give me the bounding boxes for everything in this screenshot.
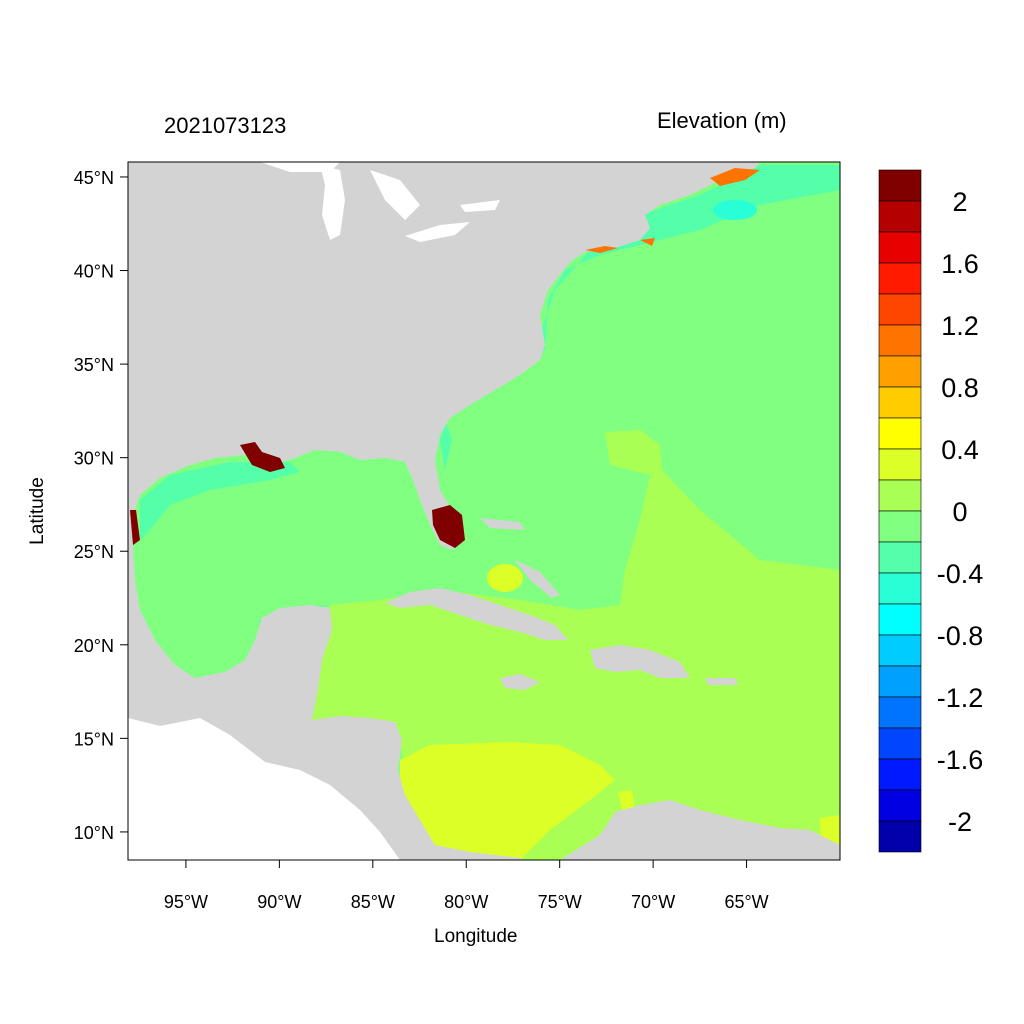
colorbar-label: -1.6 bbox=[937, 745, 984, 775]
colorbar-swatch bbox=[878, 572, 922, 605]
colorbar-swatch bbox=[878, 665, 922, 698]
colorbar-swatch bbox=[878, 603, 922, 636]
colorbar-swatch bbox=[878, 169, 922, 202]
bahamas-anomaly bbox=[487, 564, 523, 592]
colorbar-swatch bbox=[878, 510, 922, 543]
lon-tick-label: 90°W bbox=[257, 892, 301, 912]
variable-title: Elevation (m) bbox=[657, 108, 787, 133]
colorbar-label: 0.8 bbox=[941, 373, 979, 403]
x-axis-label: Longitude bbox=[434, 926, 518, 947]
lon-tick-label: 85°W bbox=[351, 892, 395, 912]
colorbar-swatch bbox=[878, 696, 922, 729]
colorbar-label: 1.6 bbox=[941, 249, 979, 279]
louisiana-high-water bbox=[240, 442, 285, 472]
lat-tick-label: 35°N bbox=[74, 355, 114, 375]
land-hispaniola bbox=[590, 645, 690, 678]
lon-tick-label: 75°W bbox=[538, 892, 582, 912]
lat-tick-label: 15°N bbox=[74, 729, 114, 749]
high-anomaly-field bbox=[400, 742, 840, 860]
pacific-nodata bbox=[128, 718, 400, 860]
colorbar-label: 0.4 bbox=[941, 435, 979, 465]
land-jamaica bbox=[500, 674, 540, 690]
timestamp-title: 2021073123 bbox=[164, 113, 287, 138]
land-cuba bbox=[385, 588, 568, 640]
colorbar-swatch bbox=[878, 820, 922, 853]
lon-tick-label: 70°W bbox=[631, 892, 675, 912]
lat-tick-label: 40°N bbox=[74, 262, 114, 282]
colorbar-label: 0 bbox=[952, 497, 967, 527]
colorbar-swatch bbox=[878, 448, 922, 481]
colorbar: 2 1.6 1.2 0.8 0.4 0 -0.4 -0.8 -1.2 -1.6 -2 bbox=[878, 169, 984, 853]
long-island-high-water bbox=[585, 238, 655, 253]
colorbar-label: -0.8 bbox=[937, 621, 984, 651]
lon-tick-label: 65°W bbox=[724, 892, 768, 912]
nova-scotia-high-water bbox=[710, 168, 760, 186]
texas-high-water bbox=[130, 510, 140, 545]
colorbar-swatch bbox=[878, 324, 922, 357]
colorbar-swatch bbox=[878, 479, 922, 512]
colorbar-swatch bbox=[878, 231, 922, 264]
colorbar-swatch bbox=[878, 262, 922, 295]
lon-tick-label: 95°W bbox=[164, 892, 208, 912]
land-south-america bbox=[560, 800, 840, 860]
lat-tick-label: 10°N bbox=[74, 823, 114, 843]
land-bahamas bbox=[480, 518, 560, 598]
great-lakes bbox=[260, 162, 500, 242]
map-area bbox=[128, 162, 840, 860]
land-puerto-rico bbox=[705, 678, 738, 685]
axis-ticks: 95°W 90°W 85°W 80°W 75°W 70°W 65°W 45°N 40°N 35°N… bbox=[74, 168, 769, 912]
lat-tick-label: 30°N bbox=[74, 449, 114, 469]
lat-tick-label: 20°N bbox=[74, 636, 114, 656]
colorbar-label: -2 bbox=[948, 807, 972, 837]
colorbar-swatch bbox=[878, 634, 922, 667]
colorbar-swatch bbox=[878, 386, 922, 419]
colorbar-swatch bbox=[878, 758, 922, 791]
colorbar-swatch bbox=[878, 727, 922, 760]
colorbar-swatch bbox=[878, 200, 922, 233]
colorbar-label: 2 bbox=[952, 187, 967, 217]
colorbar-swatch bbox=[878, 293, 922, 326]
lat-tick-label: 25°N bbox=[74, 542, 114, 562]
colorbar-label: -0.4 bbox=[937, 559, 984, 589]
lon-tick-label: 80°W bbox=[444, 892, 488, 912]
gulf-of-maine-anomaly bbox=[713, 200, 757, 220]
y-axis-label: Latitude bbox=[27, 477, 48, 545]
everglades-high-water bbox=[432, 505, 465, 548]
colorbar-swatch bbox=[878, 355, 922, 388]
colorbar-swatch bbox=[878, 417, 922, 450]
lat-tick-label: 45°N bbox=[74, 168, 114, 188]
map-frame bbox=[127, 161, 841, 861]
colorbar-label: -1.2 bbox=[937, 683, 984, 713]
colorbar-swatch bbox=[878, 789, 922, 822]
colorbar-label: 1.2 bbox=[941, 311, 979, 341]
colorbar-swatch bbox=[878, 541, 922, 574]
